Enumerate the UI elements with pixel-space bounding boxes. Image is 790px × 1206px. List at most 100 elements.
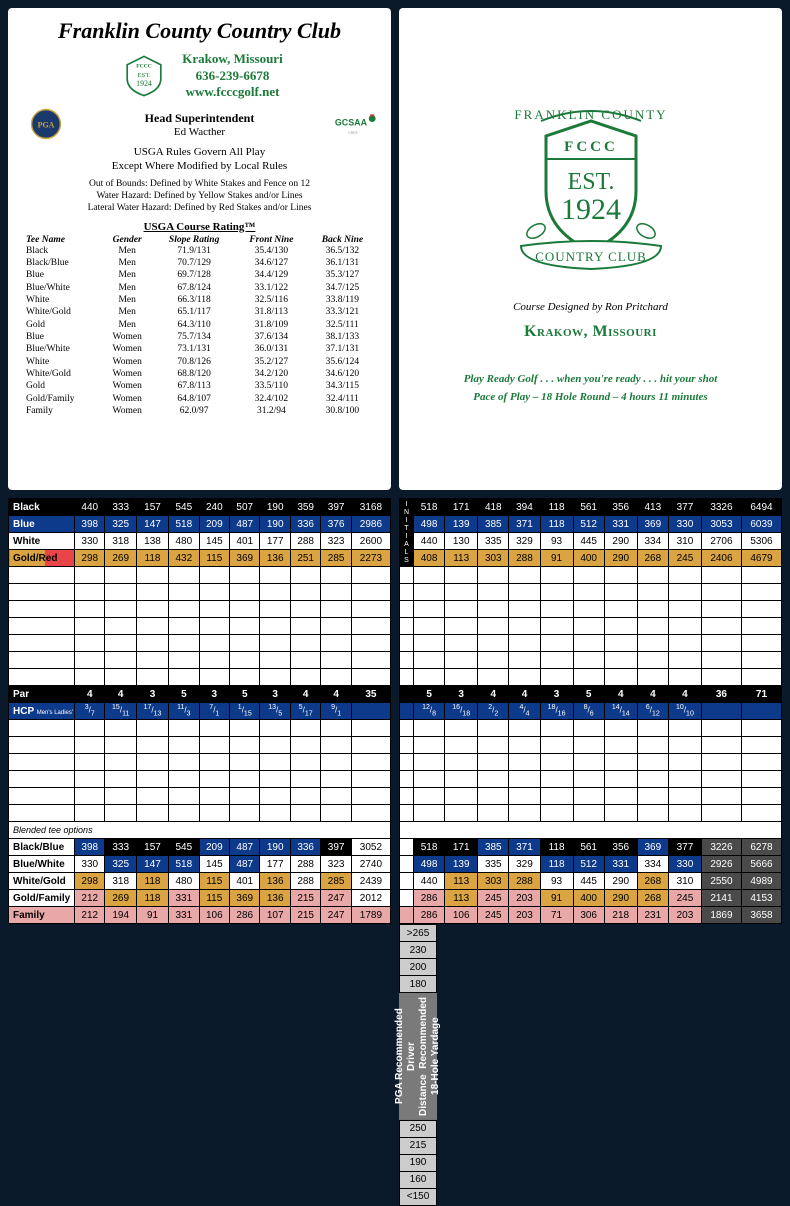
- bounds3: Lateral Water Hazard: Defined by Red Sta…: [22, 202, 377, 214]
- rules-block: USGA Rules Govern All Play Except Where …: [22, 146, 377, 174]
- designed-by: Course Designed by Ron Pritchard: [513, 301, 668, 313]
- driver-distance-strip: >265230200180 PGA Recommended Driver Dis…: [399, 924, 437, 1206]
- info-card-left: Franklin County Country Club FCCC EST. 1…: [8, 8, 391, 490]
- rating-table: Tee NameGenderSlope RatingFront NineBack…: [22, 235, 377, 418]
- superintendent-row: PGA Head Superintendent Ed Wacther GCSAA…: [22, 106, 377, 142]
- rating-row: GoldMen64.3/11031.8/10932.5/111: [22, 319, 377, 331]
- rating-col-header: Back Nine: [308, 235, 377, 245]
- score-row: [400, 754, 782, 771]
- score-row: [400, 618, 782, 635]
- location-caps: Krakow, Missouri: [524, 323, 657, 341]
- scorecard-back: INITIALS51817141839411856135641337733266…: [399, 498, 782, 1206]
- rating-row: BlueMen69.7/12834.4/12935.3/127: [22, 269, 377, 281]
- rating-col-header: Gender: [101, 235, 153, 245]
- score-row: Gold/Family21226911833111536913621524720…: [9, 890, 391, 907]
- score-row: Blue3983251475182094871903363762986: [9, 516, 391, 533]
- score-row: [400, 822, 782, 839]
- score-row: [400, 720, 782, 737]
- score-row: [400, 635, 782, 652]
- score-row: 4401303353299344529033431027065306: [400, 533, 782, 550]
- play-ready-block: Play Ready Golf . . . when you're ready …: [464, 371, 718, 406]
- rating-row: FamilyWomen62.0/9731.2/9430.8/100: [22, 405, 377, 417]
- rating-col-header: Tee Name: [22, 235, 101, 245]
- svg-text:COUNTRY CLUB: COUNTRY CLUB: [535, 249, 647, 264]
- score-row: 4401133032889344529026831025504989: [400, 873, 782, 890]
- rating-row: WhiteWomen70.8/12635.2/12735.6/124: [22, 356, 377, 368]
- score-row: [9, 618, 391, 635]
- website-text: www.fcccgolf.net: [182, 84, 282, 101]
- location-text: Krakow, Missouri: [182, 51, 282, 68]
- club-title: Franklin County Country Club: [22, 18, 377, 44]
- score-row: [9, 771, 391, 788]
- superintendent-name: Ed Wacther: [70, 126, 329, 138]
- phone-text: 636-239-6678: [182, 68, 282, 85]
- score-row: Blue/White330325147518145487177288323274…: [9, 856, 391, 873]
- score-row: 2861132452039140029026824521414153: [400, 890, 782, 907]
- score-row: White3303181384801454011772883232600: [9, 533, 391, 550]
- score-row: Blended tee options: [9, 822, 391, 839]
- rating-row: Blue/WhiteWomen73.1/13136.0/13137.1/131: [22, 343, 377, 355]
- svg-text:FCCC: FCCC: [564, 139, 618, 155]
- bounds2: Water Hazard: Defined by Yellow Stakes a…: [22, 190, 377, 202]
- score-row: [9, 805, 391, 822]
- initials-label: INITIALS: [400, 499, 414, 567]
- rating-row: BlueWomen75.7/13437.6/13438.1/133: [22, 331, 377, 343]
- svg-text:1924: 1924: [136, 79, 152, 88]
- score-row: [400, 737, 782, 754]
- rating-row: Blue/WhiteMen67.8/12433.1/12234.7/125: [22, 282, 377, 294]
- scorecard-front: Black4403331575452405071903593973168Blue…: [8, 498, 391, 1206]
- svg-text:EST.: EST.: [567, 169, 614, 195]
- score-row: 4081133032889140029026824524064679: [400, 550, 782, 567]
- svg-text:CGCS: CGCS: [349, 131, 358, 135]
- score-row: [9, 720, 391, 737]
- score-row: HCP Men's Ladies'3/715/1117/1311/37/11/1…: [9, 703, 391, 720]
- score-row: [400, 567, 782, 584]
- rating-row: Gold/FamilyWomen64.8/10732.4/10232.4/111: [22, 393, 377, 405]
- contact-block: Krakow, Missouri 636-239-6678 www.fcccgo…: [182, 51, 282, 102]
- svg-text:EST.: EST.: [138, 72, 151, 79]
- score-row: [400, 771, 782, 788]
- rating-row: BlackMen71.9/13135.4/13036.5/132: [22, 245, 377, 257]
- score-row: 49813933532911851233133433029265666: [400, 856, 782, 873]
- score-row: Gold/Red2982691184321153691362512852273: [9, 550, 391, 567]
- score-row: 51817138537111856135636937732266278: [400, 839, 782, 856]
- score-row: [9, 601, 391, 618]
- gcsaa-badge-icon: GCSAA CGCS: [329, 106, 377, 142]
- score-row: [400, 669, 782, 686]
- rating-row: WhiteMen66.3/11832.5/11633.8/119: [22, 294, 377, 306]
- svg-text:PGA: PGA: [38, 121, 55, 130]
- club-logo-large: FRANKLIN COUNTY FCCC EST. 1924 COUNTRY C…: [491, 91, 691, 291]
- score-row: [9, 635, 391, 652]
- pace-text: Pace of Play – 18 Hole Round – 4 hours 1…: [464, 389, 718, 407]
- score-row: Par44353534435: [9, 686, 391, 703]
- svg-text:1924: 1924: [561, 193, 621, 226]
- score-row: 2861062452037130621823120318693658: [400, 907, 782, 924]
- score-row: INITIALS51817141839411856135641337733266…: [400, 499, 782, 516]
- svg-text:GCSAA: GCSAA: [335, 117, 368, 127]
- hazard-rules: Out of Bounds: Defined by White Stakes a…: [22, 178, 377, 215]
- score-row: 12/816/182/24/418/168/614/146/1210/10: [400, 703, 782, 720]
- score-row: [9, 788, 391, 805]
- score-row: Black4403331575452405071903593973168: [9, 499, 391, 516]
- rules-line1: USGA Rules Govern All Play: [22, 146, 377, 160]
- score-row: [9, 584, 391, 601]
- scorecard: Black4403331575452405071903593973168Blue…: [8, 498, 782, 1206]
- club-logo-small: FCCC EST. 1924: [116, 48, 172, 104]
- rating-title: USGA Course Rating™: [22, 221, 377, 233]
- score-row: Family212194913311062861072152471789: [9, 907, 391, 924]
- score-row: [400, 652, 782, 669]
- play-ready-text: Play Ready Golf . . . when you're ready …: [464, 371, 718, 389]
- rules-line2: Except Where Modified by Local Rules: [22, 160, 377, 174]
- score-row: [400, 601, 782, 618]
- score-row: 5344354443671: [400, 686, 782, 703]
- score-row: [400, 805, 782, 822]
- pga-badge-icon: PGA: [22, 106, 70, 142]
- score-row: [9, 567, 391, 584]
- rating-row: GoldWomen67.8/11333.5/11034.3/115: [22, 380, 377, 392]
- score-row: [400, 584, 782, 601]
- score-row: [9, 737, 391, 754]
- rating-row: White/GoldMen65.1/11731.8/11333.3/121: [22, 306, 377, 318]
- score-row: [400, 788, 782, 805]
- rating-row: Black/BlueMen70.7/12934.6/12736.1/131: [22, 257, 377, 269]
- svg-text:FCCC: FCCC: [137, 64, 153, 70]
